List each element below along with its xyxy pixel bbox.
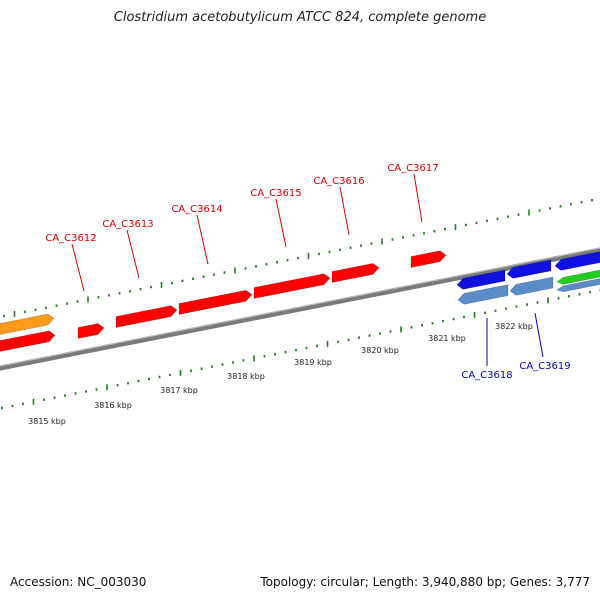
genome-summary-text: Topology: circular; Length: 3,940,880 bp… xyxy=(260,575,590,589)
gene-leader-line xyxy=(413,173,423,223)
gene-leader-line xyxy=(534,312,544,358)
gene-arrow-reverse-light[interactable] xyxy=(457,284,509,305)
gene-label[interactable]: CA_C3618 xyxy=(461,370,512,381)
gene-arrow-forward[interactable] xyxy=(253,273,331,299)
gene-arrow-reverse[interactable] xyxy=(456,269,506,290)
gene-leader-line xyxy=(71,243,85,292)
kbp-label: 3815 kbp xyxy=(28,417,66,426)
gene-leader-line xyxy=(126,229,140,279)
gene-labels: CA_C3612 CA_C3613 CA_C3614 CA_C3615 CA_C3616… xyxy=(45,163,570,381)
gene-label[interactable]: CA_C3614 xyxy=(171,204,222,215)
kbp-label: 3820 kbp xyxy=(361,346,399,355)
gene-arrow-reverse[interactable] xyxy=(506,259,552,279)
kbp-label: 3819 kbp xyxy=(294,358,332,367)
gene-arrow-reverse-light[interactable] xyxy=(509,276,554,296)
gene-label[interactable]: CA_C3616 xyxy=(313,176,364,187)
gene-arrow-orange[interactable] xyxy=(0,313,55,335)
gene-leader-line xyxy=(275,198,287,248)
gene-label[interactable]: CA_C3613 xyxy=(102,219,153,230)
gene-arrow-forward[interactable] xyxy=(115,305,178,328)
forward-tick-row xyxy=(3,198,593,318)
genome-backbone xyxy=(0,247,600,371)
gene-arrow-green[interactable] xyxy=(556,268,600,285)
kbp-label: 3817 kbp xyxy=(160,386,198,395)
kbp-label: 3822 kbp xyxy=(495,322,533,331)
gene-features xyxy=(0,250,600,352)
gene-arrow-forward[interactable] xyxy=(77,323,105,339)
gene-arrow-forward[interactable] xyxy=(331,263,380,283)
genome-title: Clostridium acetobutylicum ATCC 824, com… xyxy=(113,10,487,25)
kbp-label: 3816 kbp xyxy=(94,401,132,410)
gene-arrow-reverse[interactable] xyxy=(554,250,600,271)
genome-backbone-highlight xyxy=(0,247,600,367)
gene-arrow-forward[interactable] xyxy=(0,330,56,352)
gene-label[interactable]: CA_C3617 xyxy=(387,163,438,174)
gene-label[interactable]: CA_C3615 xyxy=(250,188,301,199)
gene-label[interactable]: CA_C3619 xyxy=(519,361,570,372)
kbp-label: 3818 kbp xyxy=(227,372,265,381)
reverse-tick-row xyxy=(1,288,600,410)
gene-label[interactable]: CA_C3612 xyxy=(45,233,96,244)
gene-arrow-forward[interactable] xyxy=(410,250,447,268)
gene-arrow-reverse-light[interactable] xyxy=(556,277,600,293)
kbp-labels: 3815 kbp 3816 kbp 3817 kbp 3818 kbp 3819 kbp… xyxy=(28,322,533,426)
kbp-label: 3821 kbp xyxy=(428,334,466,343)
gene-leader-line xyxy=(339,186,350,236)
gene-arrow-forward[interactable] xyxy=(178,289,253,315)
accession-text: Accession: NC_003030 xyxy=(10,575,147,589)
gene-leader-line xyxy=(196,214,209,265)
